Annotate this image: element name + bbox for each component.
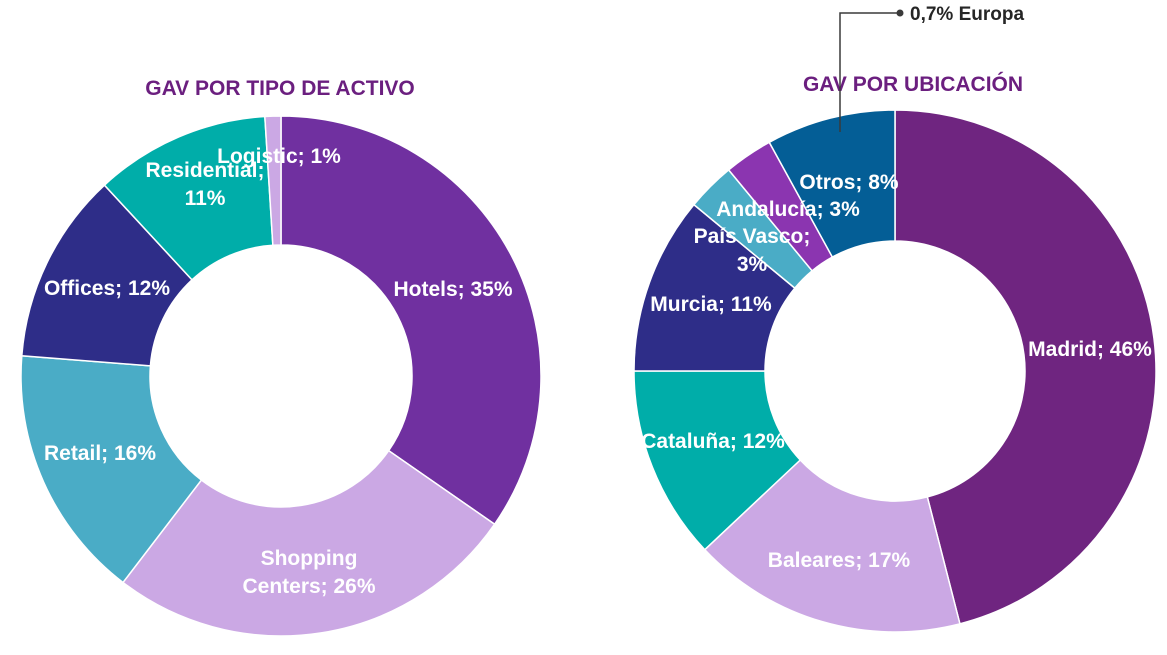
slice-label-cataluna: Cataluña; 12%	[641, 430, 785, 453]
slice-label-hotels: Hotels; 35%	[393, 278, 512, 301]
annotation-dot	[896, 9, 904, 17]
slice-label-line: País Vasco;	[694, 225, 811, 248]
annotation-europa: 0,7% Europa	[839, 4, 1024, 132]
slice-hotels	[280, 115, 542, 526]
slices-asset-type	[20, 115, 542, 637]
chart-title-location: GAV POR UBICACIÓN	[803, 72, 1023, 96]
slice-baleares	[703, 458, 961, 633]
slice-label-line: Murcia; 11%	[650, 293, 772, 316]
slice-label-pais-vasco: País Vasco; 3%	[694, 225, 811, 276]
slice-label-line: Offices; 12%	[44, 277, 170, 300]
slice-retail	[20, 354, 203, 584]
slice-label-murcia: Murcia; 11%	[650, 293, 772, 316]
donut-chart-location: GAV POR UBICACIÓN Madrid; 46% Baleares; 1…	[633, 4, 1157, 633]
slice-label-line: Logistic; 1%	[217, 145, 341, 168]
labels-location: Madrid; 46% Baleares; 17% Cataluña; 12% Mur…	[641, 171, 1152, 572]
chart-title-asset-type: GAV POR TIPO DE ACTIVO	[145, 77, 415, 100]
slice-label-line: Baleares; 17%	[768, 549, 911, 572]
slice-label-offices: Offices; 12%	[44, 277, 170, 300]
slice-label-logistic: Logistic; 1%	[217, 145, 341, 168]
slice-madrid	[894, 109, 1157, 625]
slice-label-baleares: Baleares; 17%	[768, 549, 911, 572]
slice-label-andalucia: Andalucía; 3%	[716, 198, 860, 221]
slice-label-line: Retail; 16%	[44, 442, 156, 465]
slice-label-shopping-centers: Shopping Centers; 26%	[242, 547, 375, 598]
slice-label-line: 11%	[185, 187, 226, 210]
slice-label-residential: Residential; 11%	[145, 159, 264, 210]
annotation-europa-label: 0,7% Europa	[910, 4, 1024, 25]
labels-asset-type: Hotels; 35% Shopping Centers; 26% Retail; 1…	[44, 145, 513, 598]
slice-label-line: Madrid; 46%	[1028, 338, 1152, 361]
slice-logistic	[264, 115, 282, 247]
slice-label-retail: Retail; 16%	[44, 442, 156, 465]
slice-label-line: Otros; 8%	[799, 171, 899, 194]
slice-label-otros: Otros; 8%	[799, 171, 899, 194]
slice-otros	[768, 109, 896, 259]
slice-label-madrid: Madrid; 46%	[1028, 338, 1152, 361]
slice-label-line: 3%	[737, 253, 768, 276]
slice-label-line: Residential;	[145, 159, 264, 182]
slice-label-line: Cataluña; 12%	[641, 430, 785, 453]
donut-chart-asset-type: GAV POR TIPO DE ACTIVO Hotels; 35% Shoppi…	[20, 77, 542, 637]
slice-label-line: Andalucía; 3%	[716, 198, 860, 221]
annotation-leader-line	[839, 12, 899, 132]
slice-label-line: Hotels; 35%	[393, 278, 512, 301]
slice-shopping-centers	[121, 449, 496, 637]
slice-label-line: Shopping	[261, 547, 358, 570]
slices-location	[633, 109, 1157, 633]
slice-label-line: Centers; 26%	[242, 575, 375, 598]
